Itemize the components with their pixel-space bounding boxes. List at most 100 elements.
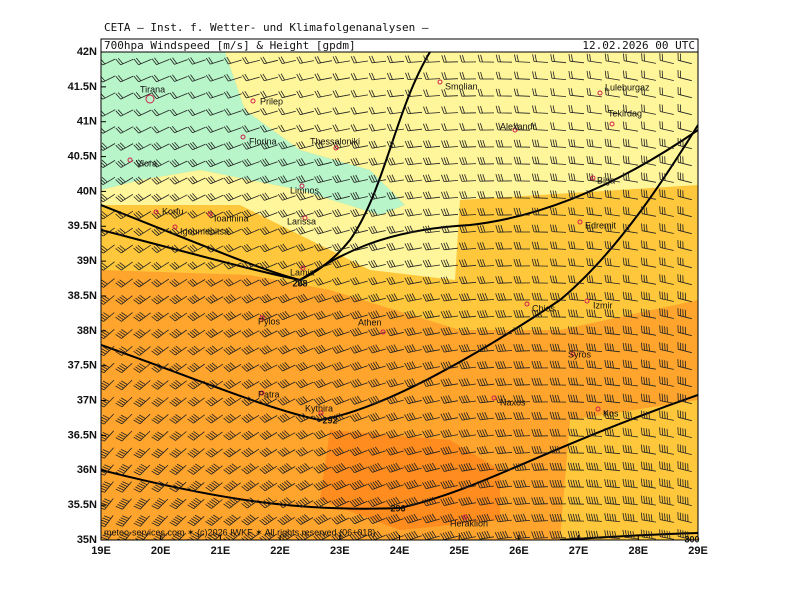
wind-barb	[169, 210, 188, 219]
wind-barb	[494, 513, 512, 523]
wind-barb	[404, 479, 422, 490]
wind-barb	[659, 291, 674, 302]
lon-label: 27E	[569, 545, 589, 557]
wind-barb	[513, 224, 530, 233]
wind-barb	[331, 395, 350, 405]
wind-barb	[242, 73, 260, 82]
wind-barb	[350, 260, 368, 269]
wind-barb	[622, 206, 638, 217]
wind-barb	[641, 274, 656, 285]
wind-barb	[223, 261, 242, 270]
wind-barb	[101, 295, 115, 305]
wind-barb	[659, 376, 674, 387]
wind-barb	[476, 446, 494, 455]
wind-barb	[441, 191, 459, 199]
wind-barb	[277, 226, 296, 235]
wind-barb	[151, 397, 169, 407]
wind-barb	[586, 87, 602, 98]
wind-barb	[259, 192, 278, 201]
wind-barb	[386, 412, 404, 422]
wind-barb	[550, 224, 567, 233]
wind-barb	[277, 345, 296, 355]
wind-barb	[513, 139, 531, 148]
wind-barb	[568, 360, 585, 369]
wind-barb	[404, 293, 422, 302]
wind-barb	[513, 479, 531, 488]
wind-barb	[385, 496, 404, 507]
wind-barb	[495, 173, 513, 182]
wind-barb	[641, 87, 656, 98]
wind-barb	[477, 242, 495, 250]
wind-barb	[622, 274, 638, 285]
city-marker	[437, 79, 443, 85]
wind-barb	[440, 395, 458, 404]
wind-barb	[549, 513, 567, 522]
wind-barb	[677, 461, 692, 472]
wind-barb	[531, 343, 548, 352]
wind-barb	[440, 378, 458, 387]
wind-barb	[205, 311, 224, 321]
wind-barb	[549, 309, 567, 318]
wind-barb	[205, 57, 224, 65]
wind-barb	[477, 71, 494, 80]
wind-barb	[422, 157, 441, 166]
wind-barb	[241, 141, 260, 150]
wind-barb	[331, 446, 350, 457]
wind-barb	[277, 175, 296, 184]
wind-barb	[133, 294, 151, 305]
wind-barb	[641, 240, 656, 251]
wind-barb	[549, 394, 567, 403]
wind-barb	[331, 378, 350, 388]
wind-barb	[477, 292, 495, 301]
wind-barb	[586, 513, 603, 522]
city-marker	[302, 215, 308, 221]
wind-barb	[115, 329, 133, 339]
wind-barb	[477, 139, 495, 148]
wind-barb	[604, 530, 621, 539]
wind-barb	[277, 463, 296, 474]
wind-barb	[115, 176, 134, 185]
city-label: Korfu	[162, 206, 184, 216]
wind-barb	[223, 311, 242, 321]
wind-barb	[259, 497, 278, 509]
wind-barb	[422, 496, 440, 507]
wind-barb	[133, 142, 152, 151]
wind-barb	[331, 479, 350, 491]
wind-barb	[313, 361, 332, 371]
wind-barb	[550, 190, 567, 199]
wind-barb	[367, 378, 386, 388]
wind-barb	[659, 189, 674, 200]
wind-barb	[458, 327, 476, 336]
wind-barb	[549, 445, 566, 454]
wind-barb	[441, 157, 459, 165]
wind-barb	[241, 430, 260, 441]
wind-barb	[205, 141, 224, 150]
wind-barb	[332, 73, 350, 81]
wind-barb	[568, 326, 585, 335]
wind-barb	[277, 430, 296, 440]
wind-barb	[223, 345, 242, 355]
wind-barb	[440, 208, 459, 217]
wind-barb	[386, 310, 404, 319]
contour-label: 292	[322, 415, 337, 425]
wind-barb	[133, 109, 152, 117]
wind-barb	[101, 126, 116, 134]
wind-barb	[259, 430, 278, 440]
wind-barb	[385, 479, 404, 490]
wind-barb	[205, 413, 223, 424]
wind-barb	[241, 497, 259, 509]
wind-barb	[386, 259, 404, 268]
wind-barb	[677, 444, 692, 455]
wind-barb	[495, 276, 513, 284]
wind-barb	[404, 327, 422, 336]
city-label: Edremit	[585, 220, 617, 230]
wind-barb	[223, 244, 242, 253]
wind-barb	[531, 513, 549, 522]
wind-barb	[458, 446, 476, 455]
wind-barb	[151, 311, 169, 322]
wind-barb	[458, 361, 476, 370]
wind-barb	[641, 342, 656, 353]
wind-barb	[223, 278, 242, 287]
wind-barb	[278, 124, 296, 133]
wind-barb	[513, 292, 531, 301]
